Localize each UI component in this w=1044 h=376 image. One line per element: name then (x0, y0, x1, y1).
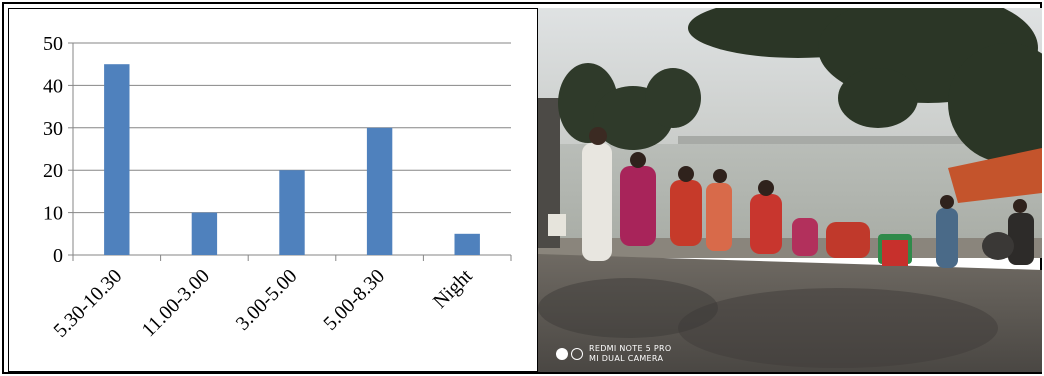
riverbank-photo: REDMI NOTE 5 PRO MI DUAL CAMERA (538, 8, 1042, 372)
ghat-steps (538, 238, 1042, 258)
right-tree-canopy (688, 8, 1042, 163)
riverbank-scene (538, 8, 1042, 372)
red-bucket (882, 240, 908, 266)
x-tick-label: 5.00-8.30 (319, 265, 389, 335)
people-group (582, 127, 1034, 268)
white-can (548, 214, 566, 236)
shade-patch (678, 288, 998, 368)
bar (366, 127, 393, 255)
bar-chart-panel: 0 10 20 30 40 50 5.30-10.30 11.00-3.00 3.00-5.00… (8, 8, 538, 372)
orange-awning (948, 148, 1042, 203)
x-tick-label: 3.00-5.00 (232, 265, 302, 335)
left-wall (538, 98, 560, 248)
x-tick-label: 5.30-10.30 (49, 265, 126, 342)
y-tick-label: 0 (53, 245, 63, 267)
bar-chart: 0 10 20 30 40 50 5.30-10.30 11.00-3.00 3.00-5.00… (43, 33, 512, 342)
y-tick-label: 30 (43, 118, 63, 140)
camera-watermark: REDMI NOTE 5 PRO MI DUAL CAMERA (556, 344, 671, 364)
x-tick-label: Night (429, 265, 477, 313)
y-tick-label: 10 (43, 203, 63, 225)
camera-logo-icon (556, 348, 583, 360)
bar (191, 212, 218, 255)
bar (454, 233, 480, 255)
y-tick-label: 40 (43, 75, 63, 97)
shade-patch-2 (538, 278, 718, 338)
watermark-line-1: REDMI NOTE 5 PRO (589, 344, 672, 353)
far-shore (678, 136, 1042, 144)
x-tick-label: 11.00-3.00 (138, 265, 214, 341)
bar (279, 170, 305, 255)
y-tick-label: 20 (43, 160, 63, 182)
bar (104, 64, 130, 255)
watermark-text: REDMI NOTE 5 PRO MI DUAL CAMERA (589, 344, 671, 364)
y-tick-label: 50 (43, 33, 63, 55)
left-tree (558, 63, 701, 150)
watermark-line-2: MI DUAL CAMERA (589, 354, 664, 363)
metal-pot (982, 232, 1014, 260)
